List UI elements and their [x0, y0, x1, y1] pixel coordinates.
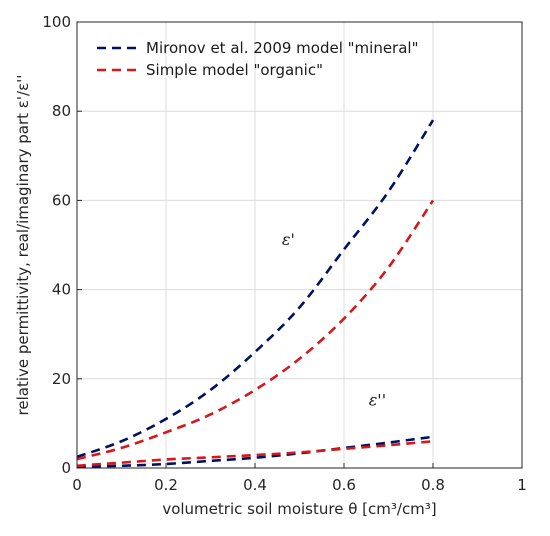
y-tick-label: 60 [52, 191, 71, 209]
plot-frame [76, 21, 523, 469]
y-tick-label: 80 [52, 102, 71, 120]
legend-label: Mironov et al. 2009 model "mineral" [146, 39, 418, 57]
y-tick-label: 100 [42, 13, 71, 31]
annotations: ε' ε'' [282, 230, 386, 410]
annotation-label: ε' [282, 230, 295, 249]
legend-label: Simple model "organic" [146, 61, 323, 79]
x-tick-label: 0 [72, 476, 82, 494]
x-tick-label: 0.8 [421, 476, 445, 494]
x-axis-label: volumetric soil moisture θ [cm³/cm³] [162, 500, 436, 518]
grid [76, 21, 523, 469]
annotation-label: ε'' [369, 391, 386, 410]
series-line-real-0 [76, 119, 435, 459]
x-tick-label: 0.4 [243, 476, 267, 494]
series-layer [76, 119, 435, 468]
y-tick-label: 20 [52, 370, 71, 388]
legend: Mironov et al. 2009 model "mineral" Simpl… [97, 39, 418, 79]
y-axis-label: relative permittivity, real/imaginary pa… [14, 75, 32, 416]
y-tick-label: 40 [52, 281, 71, 299]
y-tick-label: 0 [61, 459, 71, 477]
axes: 0 0.2 0.4 0.6 0.8 1 0 20 40 60 80 100 volumetric soi… [14, 13, 527, 518]
x-tick-label: 0.6 [332, 476, 356, 494]
x-tick-label: 0.2 [154, 476, 178, 494]
series-line-real-1 [76, 199, 435, 461]
x-tick-label: 1 [517, 476, 527, 494]
